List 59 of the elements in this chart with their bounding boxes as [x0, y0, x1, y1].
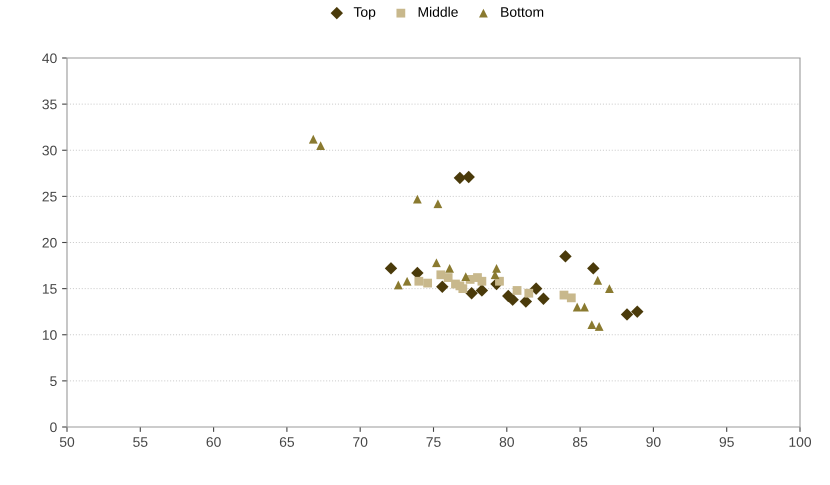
x-tick-label: 50: [60, 437, 74, 447]
x-tick-label: 75: [426, 437, 441, 447]
point: [465, 287, 478, 300]
y-tick-label: 20: [42, 238, 57, 248]
point: [384, 262, 398, 275]
point: [512, 286, 522, 295]
y-tick-label: 35: [42, 99, 57, 110]
x-tick-label: 100: [789, 437, 812, 447]
x-tick-label: 55: [133, 437, 148, 447]
point: [432, 258, 441, 268]
point: [316, 141, 326, 150]
point: [445, 264, 454, 273]
y-tick-label: 0: [50, 422, 57, 432]
x-tick-label: 60: [206, 437, 221, 447]
point: [520, 295, 532, 308]
point: [605, 284, 614, 294]
x-tick-label: 85: [572, 437, 588, 447]
legend-label: Middle: [418, 6, 458, 17]
point: [412, 194, 422, 204]
x-tick-label: 80: [500, 437, 514, 447]
point: [454, 172, 466, 184]
point: [394, 280, 403, 290]
point: [631, 305, 644, 318]
point: [434, 199, 442, 208]
point: [455, 281, 464, 290]
point: [524, 288, 534, 298]
point: [308, 134, 318, 144]
legend-label: Bottom: [501, 7, 544, 17]
y-tick-label: 5: [50, 376, 57, 386]
y-tick-label: 25: [42, 192, 57, 202]
point: [476, 284, 488, 297]
point: [537, 292, 550, 305]
point: [587, 262, 600, 275]
point: [530, 282, 542, 295]
point: [559, 250, 572, 263]
point: [436, 280, 449, 293]
point: [593, 276, 602, 285]
point: [572, 302, 582, 312]
point: [462, 170, 475, 184]
x-tick-label: 95: [720, 437, 734, 447]
point: [423, 278, 432, 288]
point: [461, 272, 470, 282]
point: [402, 276, 412, 286]
point: [414, 276, 424, 286]
legend-label: Top: [354, 7, 376, 20]
point: [566, 293, 576, 302]
point: [477, 276, 486, 286]
point: [620, 308, 634, 321]
point: [444, 273, 453, 282]
x-tick-label: 65: [280, 437, 294, 447]
point: [580, 302, 589, 312]
y-tick-label: 40: [42, 53, 57, 64]
point: [594, 322, 604, 331]
point: [587, 320, 596, 329]
x-tick-label: 70: [353, 437, 368, 447]
x-tick-label: 90: [646, 437, 661, 447]
y-tick-label: 15: [42, 284, 57, 294]
y-tick-label: 10: [42, 330, 57, 340]
y-tick-label: 30: [42, 146, 57, 156]
